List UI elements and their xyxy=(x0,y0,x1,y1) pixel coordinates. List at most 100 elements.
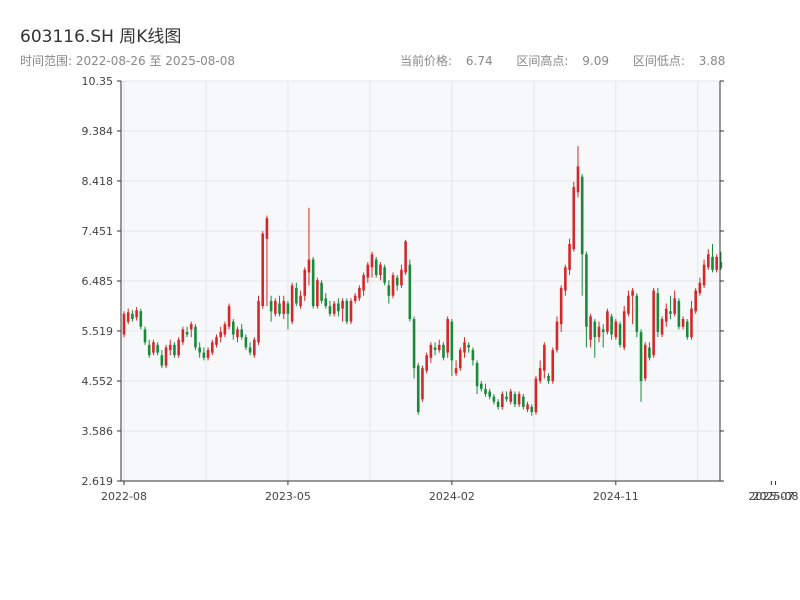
candle-body xyxy=(395,277,399,286)
candle-body xyxy=(706,254,710,268)
candle-body xyxy=(173,344,176,356)
y-tick-label: 3.586 xyxy=(82,425,114,438)
candle-body xyxy=(610,316,613,335)
candle-body xyxy=(711,256,714,270)
chart-title: 603116.SH 周K线图 xyxy=(20,27,182,47)
candle-body xyxy=(236,329,239,338)
candle-body xyxy=(324,298,328,307)
candle-body xyxy=(202,352,206,358)
y-tick-label: 9.384 xyxy=(82,125,114,138)
candle-body xyxy=(391,275,395,296)
candle-body xyxy=(543,344,546,371)
y-tick-label: 7.451 xyxy=(82,225,114,238)
candle-body xyxy=(219,331,222,338)
candle-body xyxy=(404,241,407,273)
candle-body xyxy=(572,187,576,250)
candle-body xyxy=(135,310,138,318)
candle-body xyxy=(358,287,361,299)
candle-body xyxy=(471,350,475,361)
candle-body xyxy=(450,321,454,361)
candle-body xyxy=(622,311,626,348)
candle-body xyxy=(177,339,180,356)
candle-body xyxy=(719,262,723,268)
candle-body xyxy=(509,391,513,402)
candle-body xyxy=(505,396,508,400)
candle-body xyxy=(383,267,386,283)
candle-body xyxy=(198,347,201,353)
candle-body xyxy=(231,321,235,335)
candle-body xyxy=(475,362,479,387)
candle-body xyxy=(580,176,584,255)
candle-body xyxy=(185,331,189,335)
candle-body xyxy=(269,300,273,312)
candle-body xyxy=(206,350,210,358)
candle-body xyxy=(412,319,416,369)
candle-body xyxy=(555,321,559,351)
x-tick-label: 2023-05 xyxy=(265,490,311,503)
current-price: 当前价格: 6.74 xyxy=(400,54,493,68)
candle-body xyxy=(664,308,668,322)
candle-body xyxy=(227,306,231,327)
candle-body xyxy=(290,285,294,322)
candle-body xyxy=(143,329,147,343)
candle-body xyxy=(589,316,592,340)
candle-body xyxy=(253,339,256,356)
candle-body xyxy=(635,295,639,332)
candle-body xyxy=(332,303,336,314)
candle-body xyxy=(341,300,344,309)
candle-body xyxy=(429,344,433,358)
x-tick-label: 2025-08 xyxy=(753,490,799,503)
candle-body xyxy=(564,267,567,291)
candle-body xyxy=(215,337,218,345)
candle-body xyxy=(501,394,504,407)
candle-body xyxy=(126,312,130,322)
candle-body xyxy=(223,324,227,335)
candle-body xyxy=(265,218,269,239)
candle-body xyxy=(257,300,260,343)
x-tick-label: 2024-11 xyxy=(593,490,639,503)
candle-body xyxy=(484,388,487,395)
candle-body xyxy=(374,259,378,276)
y-tick-label: 10.35 xyxy=(82,75,114,88)
candle-body xyxy=(526,404,529,410)
candle-body xyxy=(139,311,143,327)
candle-body xyxy=(421,368,424,400)
range-low: 区间低点: 3.88 xyxy=(632,54,726,68)
range-sep: 至 xyxy=(149,54,162,68)
candle-body xyxy=(538,368,542,382)
candle-body xyxy=(522,396,525,407)
candle-body xyxy=(274,300,277,314)
candle-body xyxy=(181,329,185,343)
candle-body xyxy=(189,324,193,330)
candle-body xyxy=(316,280,319,307)
candle-body xyxy=(152,342,155,353)
candle-body xyxy=(210,342,214,353)
candle-body xyxy=(278,303,281,314)
range-end: 2025-08-08 xyxy=(165,54,236,68)
candle-body xyxy=(299,295,302,307)
candle-body xyxy=(639,331,643,382)
candle-body xyxy=(614,321,618,338)
x-tick-label: 2022-08 xyxy=(101,490,147,503)
candle-body xyxy=(282,300,286,314)
candle-body xyxy=(534,378,538,413)
candle-body xyxy=(530,406,534,413)
candle-body xyxy=(568,243,571,270)
candle-body xyxy=(408,264,412,320)
candle-body xyxy=(606,311,609,332)
candle-body xyxy=(627,295,630,314)
candle-body xyxy=(261,233,265,307)
candle-body xyxy=(328,306,332,314)
y-tick-label: 8.418 xyxy=(82,175,114,188)
candle-body xyxy=(160,355,164,366)
candle-body xyxy=(648,347,651,358)
candle-body xyxy=(425,355,428,371)
candle-body xyxy=(513,394,517,405)
candle-body xyxy=(454,368,458,374)
candle-body xyxy=(652,290,655,356)
candle-body xyxy=(463,342,466,353)
candle-body xyxy=(631,290,634,296)
candle-body xyxy=(698,282,702,294)
candle-body xyxy=(303,269,307,296)
